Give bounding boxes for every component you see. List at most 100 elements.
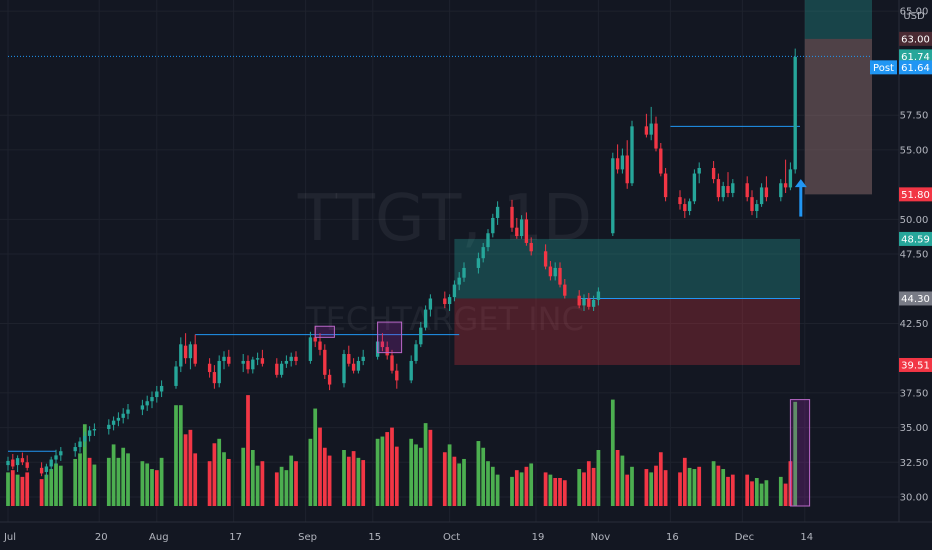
volume-bar	[462, 458, 466, 506]
volume-bar	[44, 474, 49, 506]
price-axis-ticks: 30.00 32.50 35.00 37.50 42.50 47.50 50.00 55.00…	[900, 7, 929, 504]
price-tag-label: 51.80	[901, 190, 930, 201]
candle-body	[510, 206, 514, 228]
volume-bars	[6, 395, 798, 506]
time-tick-label: Jul	[3, 532, 16, 543]
candle-body	[726, 186, 730, 193]
horizontal-levels	[8, 55, 872, 452]
volume-bar	[558, 478, 562, 506]
price-tag-label: 61.64	[901, 63, 930, 74]
candle-body	[764, 187, 769, 198]
candle-body	[217, 360, 221, 384]
stop-zone	[804, 38, 872, 195]
candle-body	[755, 204, 759, 212]
candle-body	[759, 187, 764, 205]
candle-body	[121, 413, 125, 418]
volume-bar	[361, 460, 366, 506]
volume-bar	[654, 465, 658, 506]
candle-body	[548, 266, 553, 277]
price-tag-label: 39.51	[901, 360, 930, 371]
candle-body	[107, 424, 111, 429]
candle-body	[78, 441, 82, 448]
candle-body	[750, 197, 754, 212]
candle-body	[140, 405, 145, 410]
volume-bar	[241, 447, 246, 506]
volume-bar	[351, 451, 356, 506]
candle-body	[279, 363, 284, 375]
candle-body	[625, 155, 629, 184]
candle-body	[385, 347, 389, 356]
volume-bar	[217, 438, 222, 506]
candle-body	[183, 345, 188, 359]
volume-bar	[255, 465, 260, 506]
volume-bar	[687, 467, 692, 506]
volume-bar	[586, 461, 591, 506]
candle-body	[390, 355, 394, 371]
candle-body	[529, 242, 533, 252]
candle-body	[327, 374, 332, 385]
price-tick-label: 42.50	[900, 319, 929, 330]
highlight-box	[377, 321, 403, 354]
candle-body	[644, 126, 649, 135]
candle-body	[111, 420, 116, 425]
volume-bar	[610, 399, 615, 506]
volume-bar	[6, 472, 10, 506]
volume-bar	[721, 469, 726, 506]
candle-body	[443, 298, 447, 305]
candle-body	[126, 409, 130, 414]
volume-bar	[188, 429, 193, 506]
candle-body	[697, 167, 701, 174]
volume-bar	[692, 469, 697, 506]
volume-bar	[716, 465, 721, 506]
volume-bar	[649, 472, 654, 506]
candle-body	[678, 197, 682, 205]
volume-bar	[145, 463, 150, 506]
volume-bar	[154, 470, 159, 506]
volume-bar	[140, 461, 145, 506]
candle-body	[793, 56, 797, 170]
price-tag	[899, 231, 932, 246]
volume-bar	[390, 427, 394, 506]
candle-body	[284, 360, 289, 364]
volume-bar	[222, 452, 226, 506]
volume-bar	[711, 461, 716, 506]
volume-bar	[447, 444, 452, 506]
time-tick-label: 20	[95, 532, 108, 543]
price-tag	[899, 291, 932, 306]
volume-bar	[582, 472, 586, 506]
signal-arrow	[794, 179, 807, 217]
target-zone	[454, 238, 800, 299]
candle-body	[457, 277, 461, 285]
volume-bar	[260, 461, 265, 506]
candle-body	[49, 459, 53, 467]
candle-body	[519, 219, 524, 237]
volume-bar	[318, 427, 322, 506]
volume-bar	[279, 466, 284, 506]
candle-body	[409, 360, 413, 381]
volume-bar	[529, 463, 534, 506]
volume-bar	[183, 434, 188, 506]
candle-body	[275, 363, 279, 375]
volume-bar	[73, 458, 78, 506]
price-axis-panel[interactable]	[899, 0, 932, 522]
candle-body	[582, 298, 586, 306]
candle-body	[721, 186, 725, 198]
candle-body	[659, 148, 663, 174]
volume-bar	[783, 483, 788, 506]
candle-body	[289, 356, 293, 361]
price-tick-label: 35.00	[900, 423, 929, 434]
time-tick-label: 16	[666, 532, 679, 543]
candle-body	[347, 354, 351, 364]
volume-bar	[778, 476, 783, 506]
candle-body	[20, 458, 25, 463]
candle-body	[577, 295, 581, 306]
volume-bar	[385, 432, 390, 506]
price-tick-label: 37.50	[900, 388, 929, 399]
volume-bar	[10, 470, 15, 506]
candle-body	[524, 219, 529, 243]
highlight-box	[789, 399, 811, 507]
volume-bar	[356, 457, 361, 506]
candle-body	[783, 183, 788, 188]
